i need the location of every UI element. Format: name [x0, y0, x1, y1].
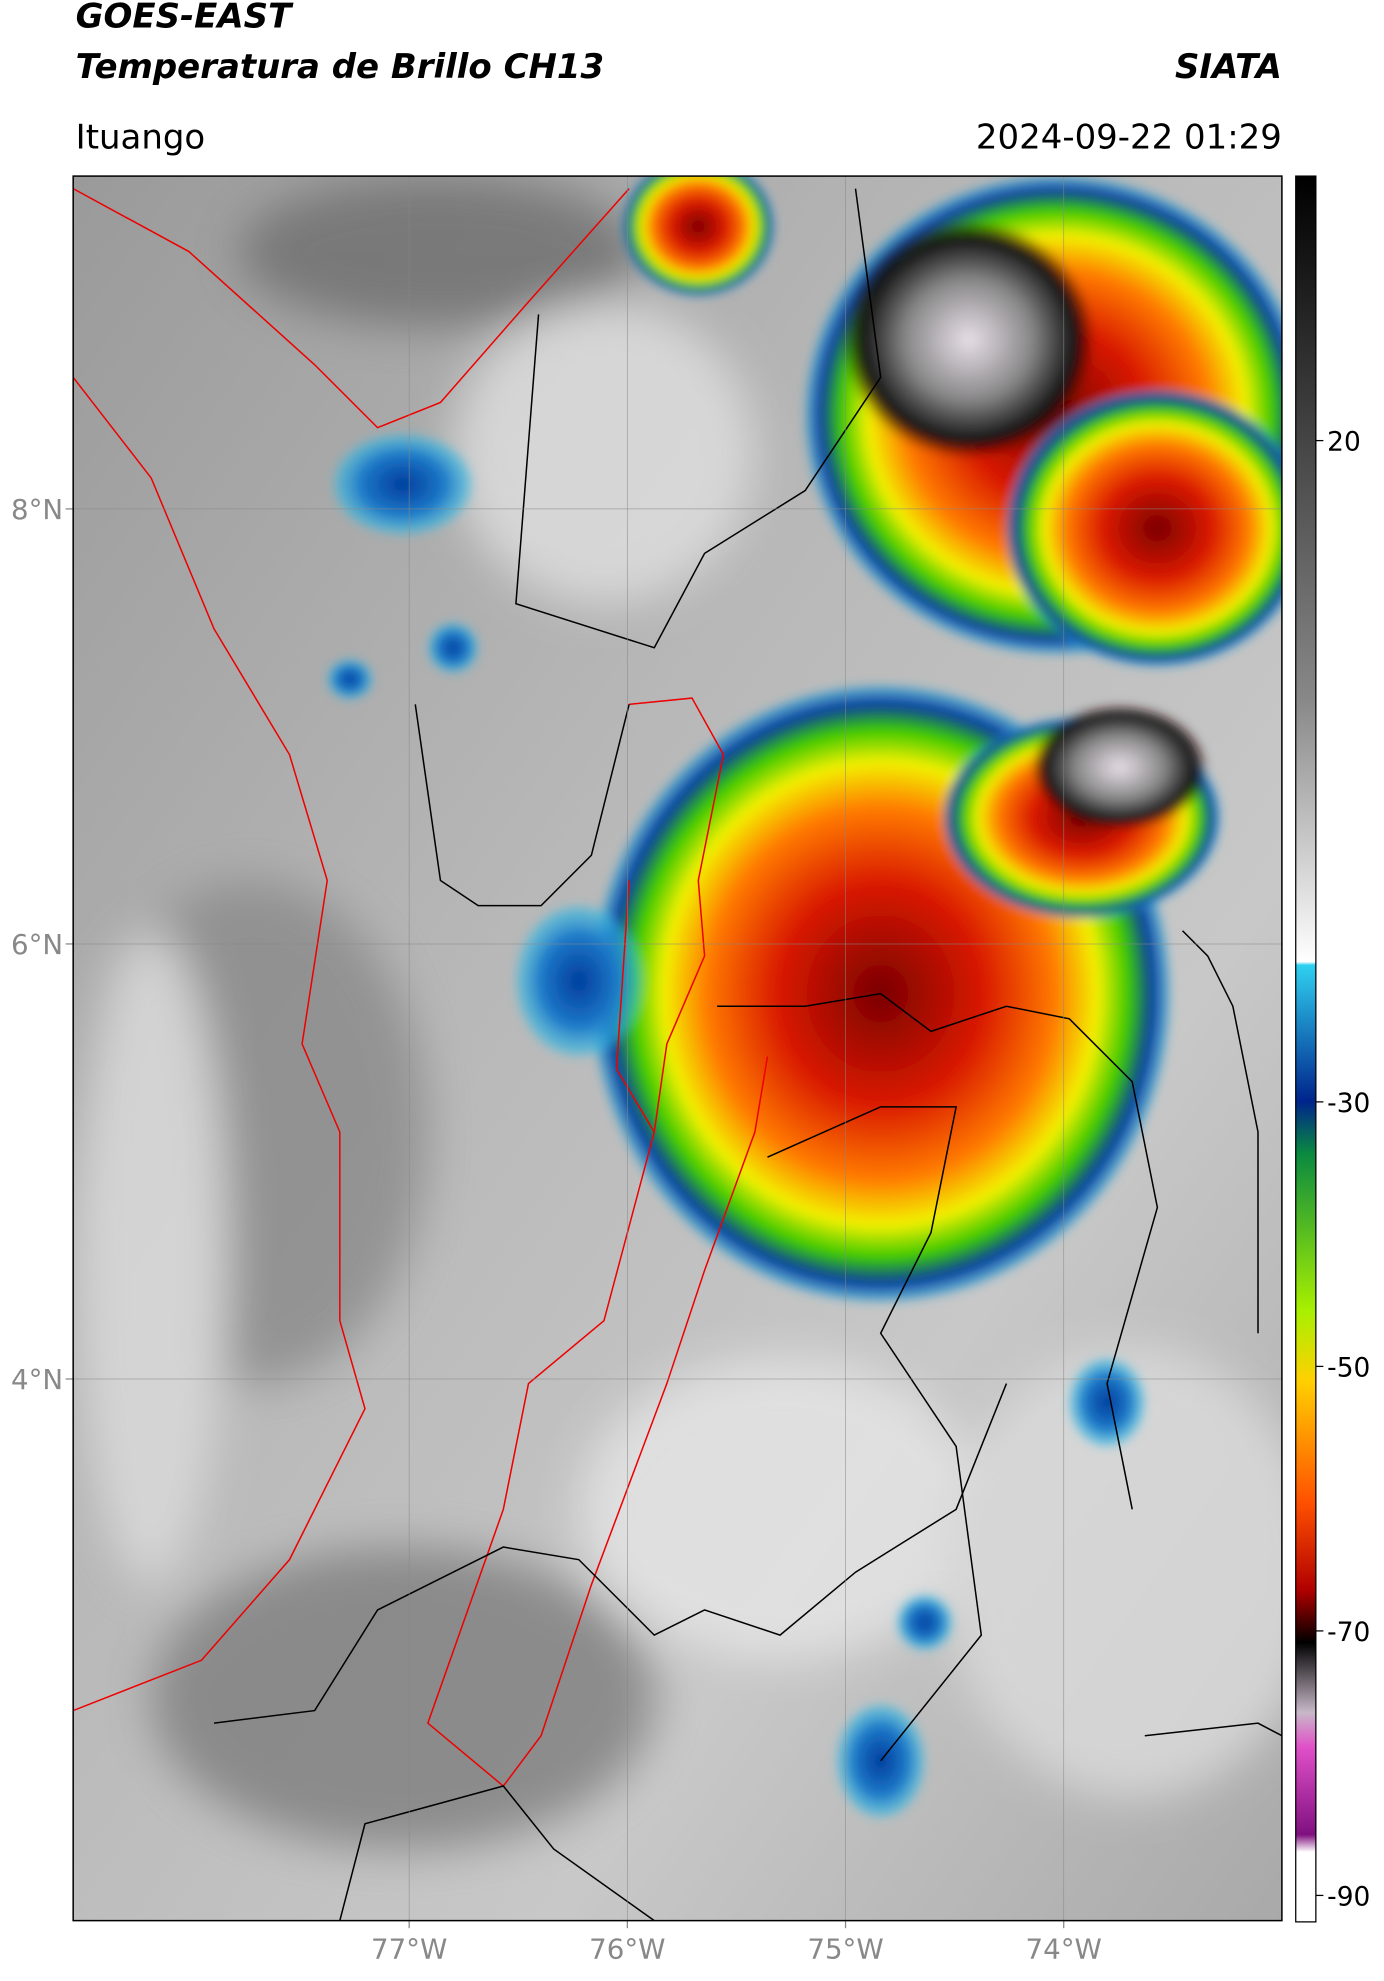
- colorbar-tick-label: 20: [1327, 427, 1361, 458]
- datetime: 2024-09-22 01:29: [976, 117, 1282, 157]
- brand: SIATA: [1175, 47, 1282, 87]
- colorbar-tick-label: -70: [1327, 1617, 1370, 1648]
- location: Ituango: [76, 117, 206, 157]
- title: GOES-EAST: [76, 0, 294, 37]
- colorbar: [1295, 175, 1317, 1923]
- colorbar-tick-label: -90: [1327, 1881, 1370, 1912]
- colorbar-tick-label: -50: [1327, 1352, 1370, 1383]
- map-frame: [72, 175, 1283, 1922]
- x-tick-label: 76°W: [589, 1932, 665, 1965]
- colorbar-ticks: 20 -30 -50 -70 -90: [1315, 427, 1370, 1912]
- grid: 77°W 76°W 75°W 74°W 8°N 6°N 4°N: [11, 176, 1282, 1965]
- subtitle: Temperatura de Brillo CH13: [76, 47, 604, 87]
- satellite-image: [73, 176, 1282, 1921]
- x-tick-label: 77°W: [371, 1932, 447, 1965]
- x-tick-label: 75°W: [807, 1932, 883, 1965]
- colorbar-tick-label: -30: [1327, 1088, 1370, 1119]
- y-tick-label: 4°N: [11, 1363, 63, 1396]
- y-tick-label: 6°N: [11, 928, 63, 961]
- x-tick-label: 74°W: [1026, 1932, 1102, 1965]
- y-tick-label: 8°N: [11, 493, 63, 526]
